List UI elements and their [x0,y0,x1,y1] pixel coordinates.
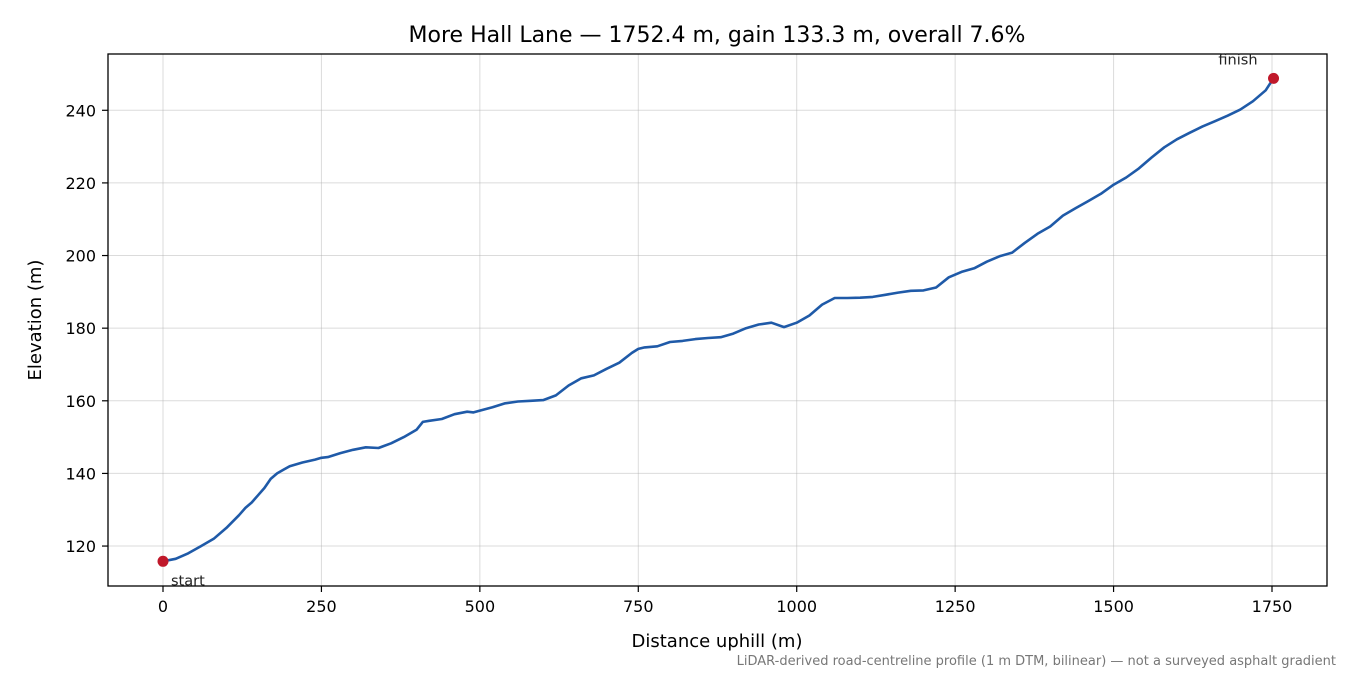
start-marker [157,555,169,567]
y-tick-label: 140 [65,464,96,483]
x-tick-label: 250 [306,597,337,616]
x-tick-label: 500 [465,597,496,616]
y-tick-label: 160 [65,392,96,411]
y-axis-label: Elevation (m) [25,260,46,381]
axis-ticks: 0 250 500 750 1000 1250 1500 1750 120 140 160 180 20… [65,101,1292,616]
footnote: LiDAR-derived road-centreline profile (1… [737,654,1336,669]
finish-annotation: finish [1218,52,1257,68]
x-tick-label: 1000 [776,597,817,616]
y-tick-label: 200 [65,247,96,266]
x-tick-label: 1250 [935,597,976,616]
y-tick-label: 240 [65,101,96,120]
x-tick-label: 1750 [1252,597,1293,616]
start-annotation: start [171,573,205,589]
y-tick-label: 120 [65,537,96,556]
y-tick-label: 180 [65,319,96,338]
series-layer [161,77,1275,563]
x-tick-label: 750 [623,597,654,616]
finish-marker [1268,72,1280,84]
x-tick-label: 0 [158,597,168,616]
grid-lines [108,54,1327,586]
annotations-layer: start finish [171,52,1258,589]
x-tick-label: 1500 [1093,597,1134,616]
markers-layer [157,72,1280,567]
plot-frame [107,53,1328,587]
x-axis-label: Distance uphill (m) [632,631,803,652]
elevation-profile-line [161,77,1275,563]
chart-title: More Hall Lane — 1752.4 m, gain 133.3 m,… [409,23,1026,48]
y-tick-label: 220 [65,174,96,193]
